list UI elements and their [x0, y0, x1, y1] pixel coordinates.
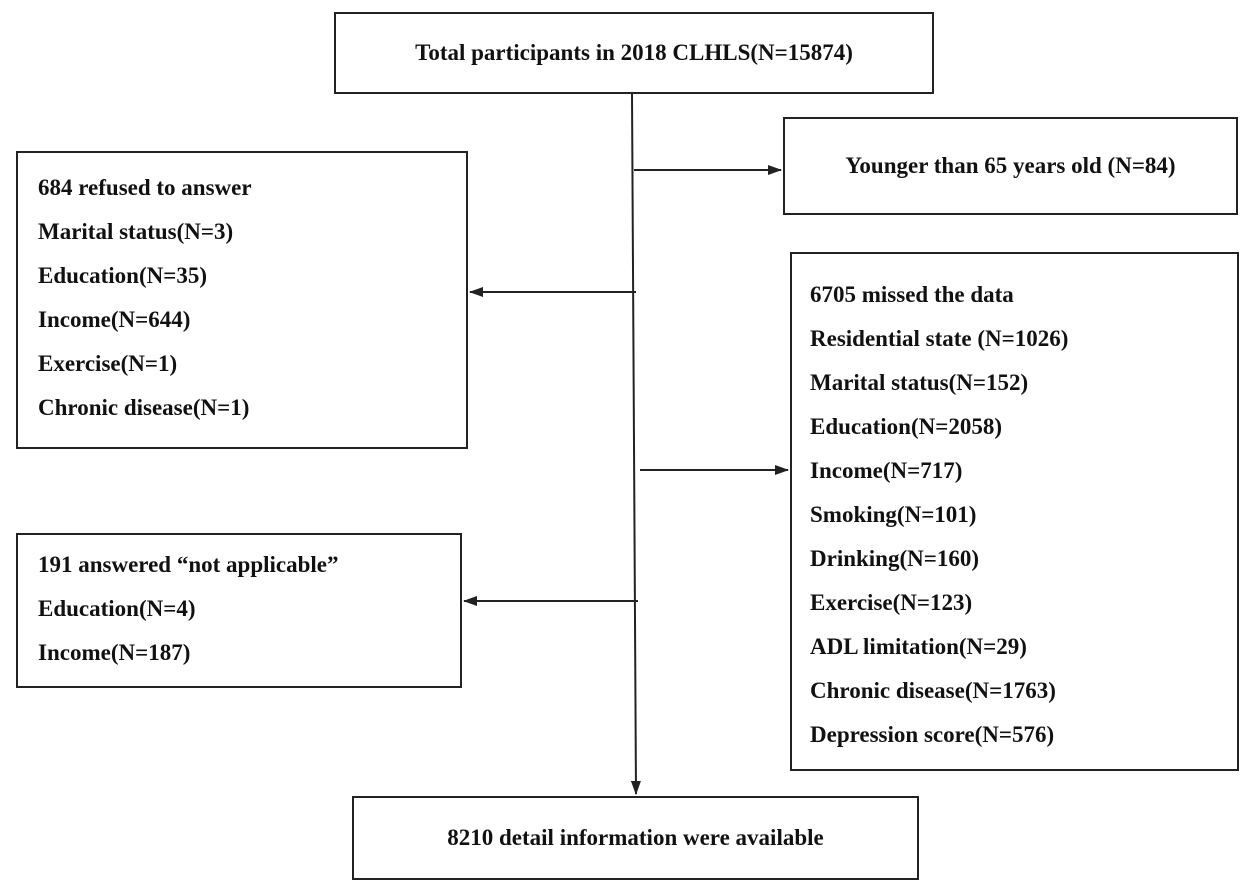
refused-header: 684 refused to answer [38, 175, 252, 200]
main-vertical-arrow [630, 93, 641, 795]
refused-item: Education(N=35) [38, 263, 208, 288]
not-applicable-item: Education(N=4) [38, 596, 196, 621]
missed-item: Chronic disease(N=1763) [810, 678, 1056, 703]
missed-item: Drinking(N=160) [810, 546, 980, 571]
missed-item: Income(N=717) [810, 458, 963, 483]
not-applicable-header: 191 answered “not applicable” [38, 552, 339, 577]
total-participants-label: Total participants in 2018 CLHLS(N=15874… [415, 40, 853, 65]
missed-item: Marital status(N=152) [810, 370, 1029, 395]
missed-item: Education(N=2058) [810, 414, 1003, 439]
not-applicable-box: 191 answered “not applicable” Education(… [16, 533, 462, 688]
final-available-label: 8210 detail information were available [447, 825, 824, 850]
not-applicable-item: Income(N=187) [38, 640, 191, 665]
missed-item: Smoking(N=101) [810, 502, 977, 527]
total-participants-box: Total participants in 2018 CLHLS(N=15874… [334, 12, 934, 94]
refused-item: Exercise(N=1) [38, 351, 178, 376]
missed-item: Exercise(N=123) [810, 590, 973, 615]
refused-item: Chronic disease(N=1) [38, 395, 250, 420]
missed-item: Residential state (N=1026) [810, 326, 1069, 351]
missed-item: Depression score(N=576) [810, 722, 1055, 747]
missed-item: ADL limitation(N=29) [810, 634, 1027, 659]
younger-than-65-label: Younger than 65 years old (N=84) [845, 153, 1176, 178]
missed-data-box: 6705 missed the data Residential state (… [790, 252, 1239, 771]
final-available-box: 8210 detail information were available [352, 796, 919, 880]
refused-item: Income(N=644) [38, 307, 191, 332]
refused-to-answer-box: 684 refused to answer Marital status(N=3… [16, 151, 468, 449]
refused-item: Marital status(N=3) [38, 219, 234, 244]
younger-than-65-box: Younger than 65 years old (N=84) [783, 117, 1238, 215]
missed-header: 6705 missed the data [810, 282, 1014, 307]
